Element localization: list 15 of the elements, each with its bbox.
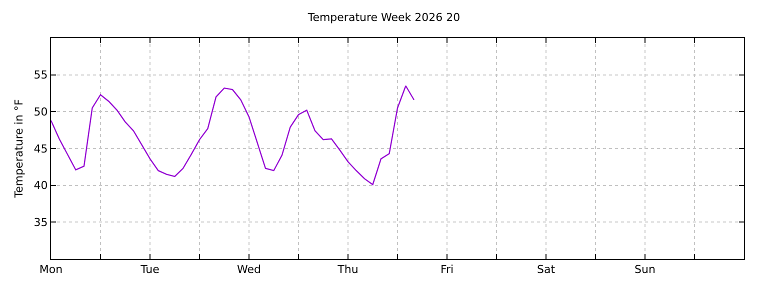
y-tick-label: 40 [34, 179, 48, 192]
x-tick-label: Fri [440, 263, 454, 276]
x-tick-label: Tue [140, 263, 160, 276]
y-tick-label: 45 [34, 142, 48, 156]
x-tick-label: Wed [237, 263, 261, 276]
chart-title: Temperature Week 2026 20 [306, 11, 460, 24]
x-tick-label: Sun [634, 263, 656, 276]
x-tick-label: Sat [536, 263, 556, 276]
x-tick-label: Mon [39, 263, 63, 276]
y-tick-label: 50 [34, 106, 48, 119]
line-series [51, 85, 415, 186]
y-tick-label: 55 [34, 68, 48, 82]
x-tick-label: Thu [336, 263, 358, 276]
y-axis-title: Temperature in °F [12, 99, 26, 199]
y-tick-label: 35 [34, 216, 48, 230]
